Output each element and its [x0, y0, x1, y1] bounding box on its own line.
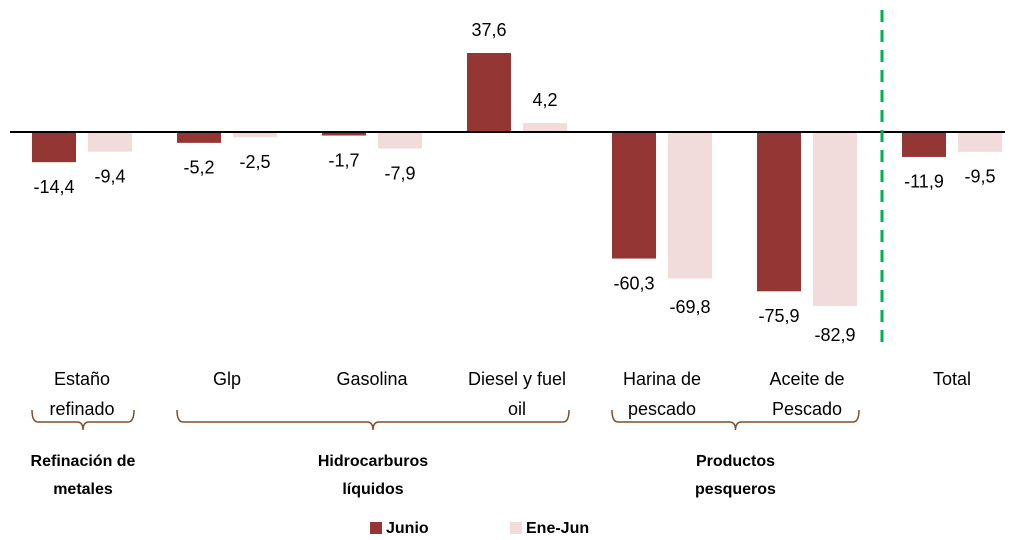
- data-label: -11,9: [904, 172, 944, 192]
- bar: [32, 131, 76, 163]
- data-label: -7,9: [384, 163, 415, 183]
- group-label: Productos pesqueros: [695, 453, 776, 498]
- bar: [958, 131, 1002, 152]
- data-label: -69,8: [669, 297, 710, 317]
- data-label: -9,4: [94, 166, 125, 186]
- data-label: -5,2: [183, 158, 214, 178]
- data-label: -1,7: [328, 150, 359, 170]
- bar: [233, 131, 277, 138]
- x-tick-label: Total: [933, 369, 971, 389]
- data-label: -2,5: [239, 152, 270, 172]
- x-tick-label: Harina de pescado: [623, 369, 701, 419]
- legend-label: Junio: [386, 520, 429, 537]
- data-label: -14,4: [33, 177, 74, 197]
- data-label: 37,6: [471, 20, 506, 40]
- data-label: -82,9: [814, 325, 855, 345]
- group-label: Refinación de metales: [31, 453, 136, 498]
- bar: [378, 131, 422, 149]
- legend-swatch: [510, 522, 522, 534]
- bar: [523, 123, 567, 132]
- legend-swatch: [370, 522, 382, 534]
- bar: [757, 131, 801, 292]
- bar: [177, 131, 221, 143]
- bar: [88, 131, 132, 152]
- legend-label: Ene-Jun: [526, 520, 589, 537]
- x-tick-label: Aceite de Pescado: [769, 369, 844, 419]
- group-brace: [31, 409, 135, 431]
- bar: [813, 131, 857, 306]
- bar: [668, 131, 712, 279]
- data-label: 4,2: [532, 90, 557, 110]
- x-tick-label: Glp: [213, 369, 241, 389]
- group-brace: [176, 409, 570, 431]
- bar: [322, 131, 366, 136]
- x-tick-label: Diesel y fuel oil: [468, 369, 566, 419]
- data-label: -9,5: [964, 167, 995, 187]
- data-label: -60,3: [613, 273, 654, 293]
- bar: [902, 131, 946, 157]
- group-label: Hidrocarburos líquidos: [318, 453, 428, 498]
- x-tick-label: Gasolina: [336, 369, 408, 389]
- bar: [467, 53, 511, 132]
- data-label: -75,9: [758, 306, 799, 326]
- group-brace: [611, 409, 860, 431]
- x-tick-label: Estaño refinado: [49, 369, 114, 419]
- bar: [612, 131, 656, 259]
